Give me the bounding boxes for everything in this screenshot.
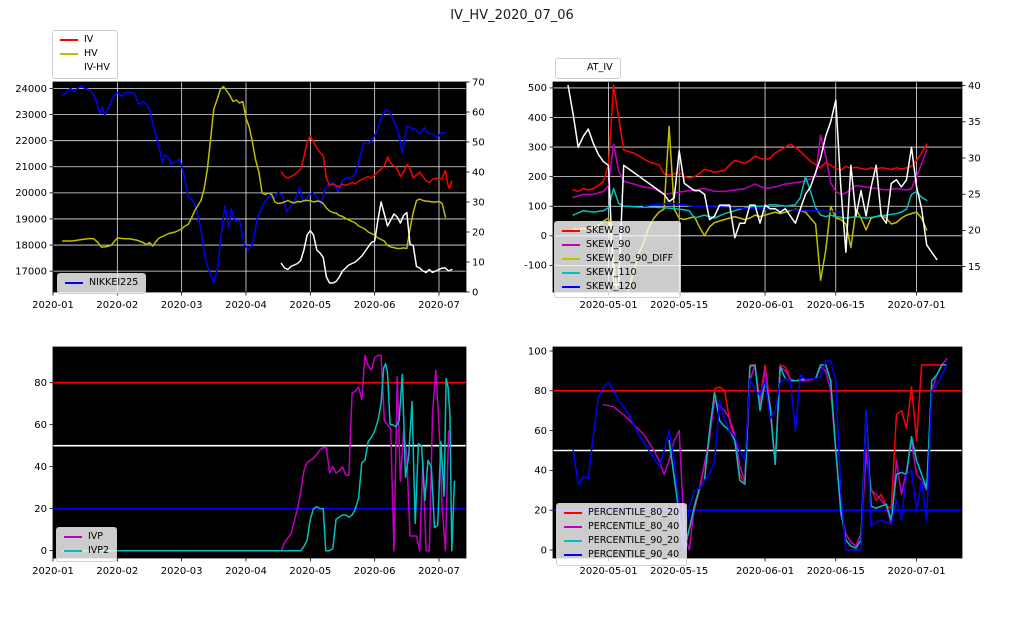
y-tick-label: 24000	[15, 84, 47, 95]
x-tick-label: 2020-06-01	[736, 300, 794, 311]
y-tick-label: 19000	[15, 214, 47, 225]
x-tick-label: 2020-05-01	[579, 566, 637, 577]
series-SKEW_80	[572, 84, 928, 193]
y2-tick-label: 15	[968, 262, 981, 273]
series-IV-HV	[280, 201, 453, 284]
y2-tick-label: 40	[968, 81, 981, 92]
y-tick-label: 17000	[15, 266, 47, 277]
x-tick-label: 2020-03	[161, 566, 203, 577]
y-tick-label: 400	[528, 113, 547, 124]
x-tick-label: 2020-01	[32, 566, 74, 577]
y-tick-label: 20	[34, 504, 47, 515]
y-tick-label: 40	[34, 462, 47, 473]
y2-tick-label: 10	[472, 257, 485, 268]
series-PERCENTILE_80_40	[602, 358, 948, 551]
x-tick-label: 2020-06	[354, 566, 396, 577]
x-tick-label: 2020-04	[225, 566, 267, 577]
y-tick-label: 0	[541, 231, 547, 242]
x-tick-label: 2020-05-15	[650, 300, 708, 311]
series-AT_IV	[567, 84, 938, 286]
y-tick-label: 21000	[15, 162, 47, 173]
x-tick-label: 2020-06-01	[736, 566, 794, 577]
y-tick-label: 80	[34, 378, 47, 389]
y-tick-label: 60	[534, 426, 547, 437]
series-IVP	[61, 354, 450, 552]
y2-tick-label: 0	[472, 287, 478, 298]
x-tick-label: 2020-02	[96, 566, 138, 577]
y-tick-label: 23000	[15, 110, 47, 121]
plot-frame	[52, 346, 467, 559]
plot-frame	[52, 81, 467, 293]
y-tick-label: 40	[534, 466, 547, 477]
y2-tick-label: 70	[472, 77, 485, 88]
x-tick-label: 2020-06	[354, 300, 396, 311]
y2-tick-label: 30	[968, 153, 981, 164]
y2-tick-label: 20	[968, 226, 981, 237]
y-tick-label: 22000	[15, 136, 47, 147]
plot-area	[53, 82, 466, 292]
y2-tick-label: 60	[472, 107, 485, 118]
plot-frame	[552, 346, 963, 559]
chart-ivp: 2020-01 2020-02 2020-03 2020-04 2020-05 2020-…	[32, 346, 467, 577]
series-NIKKEI225	[61, 85, 447, 284]
x-tick-label: 2020-01	[32, 300, 74, 311]
x-tick-label: 2020-07	[418, 566, 460, 577]
chart-at-iv-skew: 2020-05-01 2020-05-15 2020-06-01 2020-06-15…	[524, 81, 980, 311]
x-tick-label: 2020-05	[289, 566, 331, 577]
x-tick-label: 2020-04	[225, 300, 267, 311]
y-tick-label: 0	[541, 545, 547, 556]
chart-iv-hv: 2020-01 2020-02 2020-03 2020-04 2020-05 2020-…	[15, 77, 485, 311]
series-HV	[61, 85, 447, 250]
y-tick-label: 100	[528, 346, 547, 357]
y-tick-label: 500	[528, 83, 547, 94]
x-tick-label: 2020-07-01	[887, 566, 945, 577]
x-tick-label: 2020-07-01	[887, 300, 945, 311]
y-tick-label: 18000	[15, 240, 47, 251]
x-tick-label: 2020-05-01	[579, 300, 637, 311]
y-tick-label: 20	[534, 506, 547, 517]
y2-tick-label: 20	[472, 227, 485, 238]
y-tick-label: -100	[524, 261, 547, 272]
y-tick-label: 20000	[15, 188, 47, 199]
plot-frame	[552, 81, 963, 293]
y2-tick-label: 25	[968, 190, 981, 201]
x-tick-label: 2020-07	[418, 300, 460, 311]
x-tick-label: 2020-03	[161, 300, 203, 311]
x-tick-label: 2020-05-15	[650, 566, 708, 577]
x-tick-label: 2020-06-15	[807, 300, 865, 311]
series-SKEW_120	[643, 203, 842, 213]
chart-percentile: 2020-05-01 2020-05-15 2020-06-01 2020-06-15…	[528, 346, 963, 577]
x-tick-label: 2020-05	[289, 300, 331, 311]
series-IV	[280, 135, 453, 190]
y-tick-label: 60	[34, 420, 47, 431]
figure-title: IV_HV_2020_07_06	[450, 8, 574, 23]
y2-tick-label: 35	[968, 117, 981, 128]
x-tick-label: 2020-06-15	[807, 566, 865, 577]
y-tick-label: 200	[528, 172, 547, 183]
y2-tick-label: 50	[472, 137, 485, 148]
series-PERCENTILE_90_20	[668, 364, 948, 551]
y-tick-label: 80	[534, 386, 547, 397]
y2-tick-label: 40	[472, 167, 485, 178]
y-tick-label: 300	[528, 142, 547, 153]
series-PERCENTILE_90_40	[572, 360, 948, 551]
series-IVP2	[61, 363, 456, 552]
y-tick-label: 0	[41, 546, 47, 557]
x-tick-label: 2020-02	[96, 300, 138, 311]
y2-tick-label: 30	[472, 197, 485, 208]
y-tick-label: 100	[528, 202, 547, 213]
